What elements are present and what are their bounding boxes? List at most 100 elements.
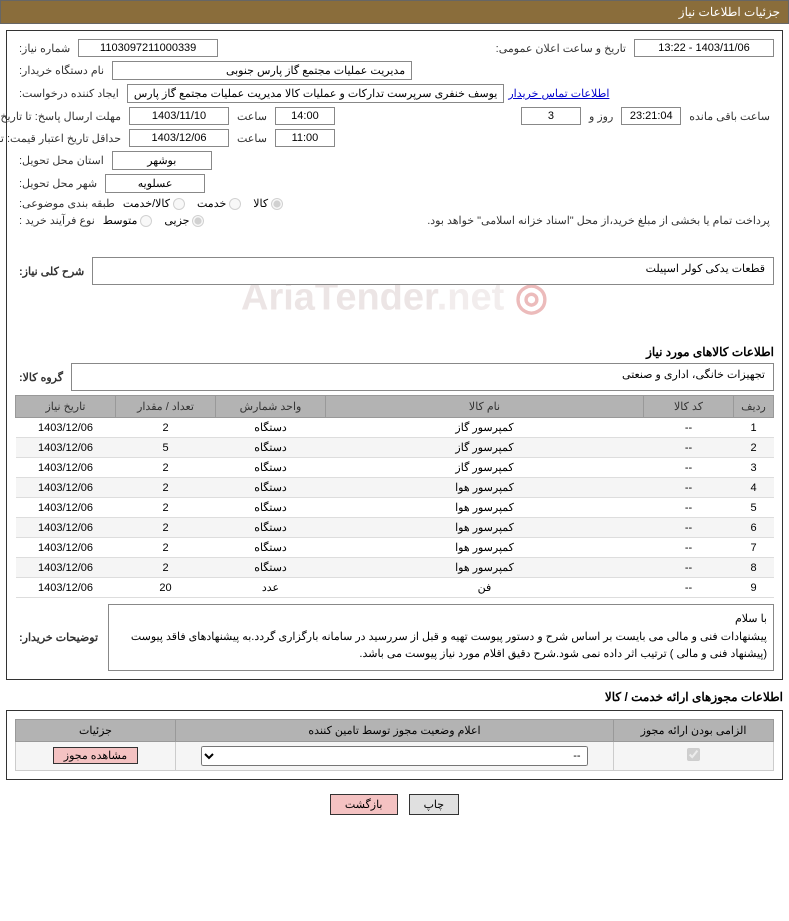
th-required: الزامی بودن ارائه مجوز [614,719,774,741]
cell-date: 1403/12/06 [16,558,116,578]
back-button[interactable]: بازگشت [330,794,398,815]
cell-n: 4 [734,478,774,498]
cell-qty: 2 [116,458,216,478]
table-row: 9--فنعدد201403/12/06 [16,578,774,598]
cell-n: 5 [734,498,774,518]
cell-code: -- [644,458,734,478]
cell-unit: دستگاه [216,558,326,578]
cell-qty: 5 [116,438,216,458]
view-license-button[interactable]: مشاهده مجوز [53,747,138,764]
th-unit: واحد شمارش [216,396,326,418]
th-status: اعلام وضعیت مجوز توسط تامین کننده [176,719,614,741]
page-header: جزئیات اطلاعات نیاز [0,0,789,24]
cell-date: 1403/12/06 [16,538,116,558]
cell-unit: دستگاه [216,518,326,538]
announce-datetime-field: 1403/11/06 - 13:22 [634,39,774,57]
requester-label: ایجاد کننده درخواست: [15,87,123,100]
cell-n: 7 [734,538,774,558]
table-row: 6--کمپرسور هوادستگاه21403/12/06 [16,518,774,538]
goods-group-field: تجهیزات خانگی، اداری و صنعتی [71,363,774,391]
cell-n: 8 [734,558,774,578]
cell-code: -- [644,558,734,578]
cell-date: 1403/12/06 [16,518,116,538]
buy-process-radio-group: جزیی متوسط [103,214,205,227]
button-row: چاپ بازگشت [0,786,789,823]
cell-date: 1403/12/06 [16,498,116,518]
cell-code: -- [644,578,734,598]
cell-name: کمپرسور هوا [326,518,644,538]
time-label-1: ساعت [233,110,271,123]
cell-name: کمپرسور گاز [326,438,644,458]
th-date: تاریخ نیاز [16,396,116,418]
cell-date: 1403/12/06 [16,438,116,458]
min-validity-label: حداقل تاریخ اعتبار قیمت: تا تاریخ: [15,132,125,145]
cell-name: کمپرسور گاز [326,418,644,438]
cell-qty: 20 [116,578,216,598]
cell-date: 1403/12/06 [16,478,116,498]
category-label: طبقه بندی موضوعی: [15,197,119,210]
cell-date: 1403/12/06 [16,578,116,598]
page-title: جزئیات اطلاعات نیاز [679,5,780,19]
print-button[interactable]: چاپ [409,794,460,815]
treasury-note: پرداخت تمام یا بخشی از مبلغ خرید،از محل … [423,214,774,227]
hours-remaining-field: 23:21:04 [621,107,681,125]
table-row: 2--کمپرسور گازدستگاه51403/12/06 [16,438,774,458]
hours-label: ساعت باقی مانده [685,110,774,123]
cell-unit: دستگاه [216,418,326,438]
cell-qty: 2 [116,498,216,518]
cell-n: 3 [734,458,774,478]
category-radio-group: کالا خدمت کالا/خدمت [123,197,283,210]
main-form-panel: شماره نیاز: 1103097211000339 تاریخ و ساع… [6,30,783,680]
cell-code: -- [644,538,734,558]
radio-medium[interactable]: متوسط [103,214,153,227]
cell-date: 1403/12/06 [16,418,116,438]
city-field: عسلویه [105,174,205,193]
buyer-notes-label: توضیحات خریدار: [15,631,102,644]
contact-link[interactable]: اطلاعات تماس خریدار [508,87,609,100]
cell-unit: دستگاه [216,438,326,458]
cell-code: -- [644,498,734,518]
th-row: ردیف [734,396,774,418]
buyer-device-field: مدیریت عملیات مجتمع گاز پارس جنوبی [112,61,412,80]
goods-group-label: گروه کالا: [15,371,67,384]
license-required-checkbox[interactable] [687,748,700,761]
min-validity-time-field: 11:00 [275,129,335,147]
cell-unit: دستگاه [216,538,326,558]
deadline-time-field: 14:00 [275,107,335,125]
cell-qty: 2 [116,418,216,438]
cell-n: 1 [734,418,774,438]
radio-goods-service[interactable]: کالا/خدمت [123,197,185,210]
buyer-notes-field: با سلامپیشنهادات فنی و مالی می بایست بر … [108,604,774,671]
cell-name: فن [326,578,644,598]
cell-code: -- [644,418,734,438]
deadline-label: مهلت ارسال پاسخ: تا تاریخ: [15,110,125,123]
radio-service[interactable]: خدمت [197,197,241,210]
radio-partial[interactable]: جزیی [164,214,204,227]
days-remaining-field: 3 [521,107,581,125]
cell-n: 2 [734,438,774,458]
radio-goods[interactable]: کالا [253,197,283,210]
license-table: الزامی بودن ارائه مجوز اعلام وضعیت مجوز … [15,719,774,771]
table-row: 3--کمپرسور گازدستگاه21403/12/06 [16,458,774,478]
table-row: 1--کمپرسور گازدستگاه21403/12/06 [16,418,774,438]
cell-name: کمپرسور هوا [326,538,644,558]
days-label: روز و [585,110,617,123]
goods-info-title: اطلاعات کالاهای مورد نیاز [15,345,774,359]
buy-process-label: نوع فرآیند خرید : [15,214,99,227]
license-panel: الزامی بودن ارائه مجوز اعلام وضعیت مجوز … [6,710,783,780]
need-number-label: شماره نیاز: [15,42,74,55]
province-label: استان محل تحویل: [15,154,108,167]
goods-table: ردیف کد کالا نام کالا واحد شمارش تعداد /… [15,395,774,598]
time-label-2: ساعت [233,132,271,145]
cell-date: 1403/12/06 [16,458,116,478]
cell-name: کمپرسور هوا [326,558,644,578]
requester-field: یوسف خنفری سرپرست تدارکات و عملیات کالا … [127,84,505,103]
table-row: 8--کمپرسور هوادستگاه21403/12/06 [16,558,774,578]
cell-unit: عدد [216,578,326,598]
th-details: جزئیات [16,719,176,741]
deadline-date-field: 1403/11/10 [129,107,229,125]
license-row: -- مشاهده مجوز [16,741,774,770]
province-field: بوشهر [112,151,212,170]
license-status-select[interactable]: -- [201,746,587,766]
cell-code: -- [644,518,734,538]
